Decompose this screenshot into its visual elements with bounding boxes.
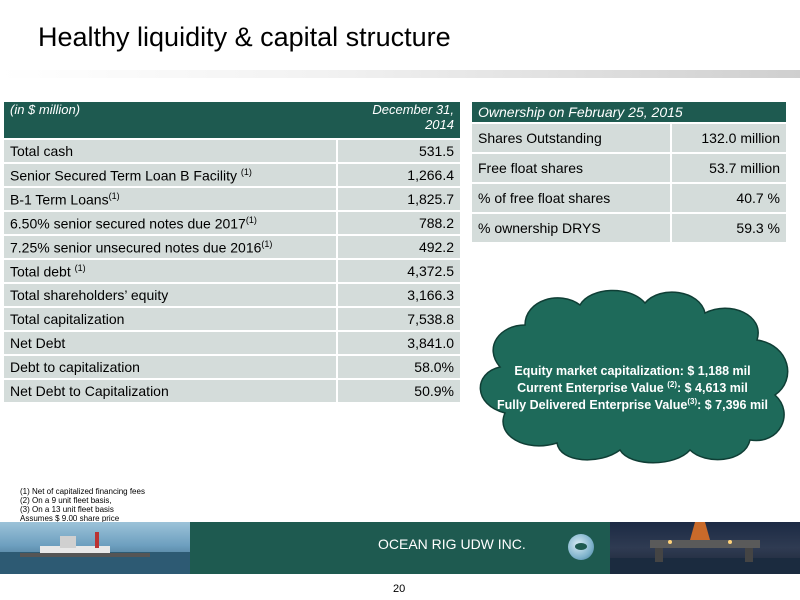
title-divider	[0, 70, 800, 78]
ownership-header-row: Ownership on February 25, 2015	[472, 102, 786, 122]
table-row: 6.50% senior secured notes due 2017(1) 78…	[4, 212, 460, 234]
row-label: Total debt (1)	[4, 260, 338, 282]
row-label: 6.50% senior secured notes due 2017(1)	[4, 212, 338, 234]
row-value: 50.9%	[338, 380, 460, 402]
row-value: 4,372.5	[338, 260, 460, 282]
ownership-table: Ownership on February 25, 2015 Shares Ou…	[472, 100, 786, 244]
row-value: 531.5	[338, 140, 460, 162]
row-value: 3,841.0	[338, 332, 460, 354]
header-units: (in $ million)	[4, 102, 338, 138]
footnote: (3) On a 13 unit fleet basis	[20, 505, 114, 514]
row-label: Senior Secured Term Loan B Facility (1)	[4, 164, 338, 186]
table-row: Senior Secured Term Loan B Facility (1) 1…	[4, 164, 460, 186]
ownership-label: % of free float shares	[472, 184, 672, 212]
company-name: OCEAN RIG UDW INC.	[378, 536, 526, 552]
footnotes: (1) Net of capitalized financing fees (2…	[20, 487, 145, 523]
equity-market-cap: Equity market capitalization: $ 1,188 mi…	[514, 364, 751, 378]
row-value: 1,266.4	[338, 164, 460, 186]
row-label: Net Debt	[4, 332, 338, 354]
row-value: 1,825.7	[338, 188, 460, 210]
ownership-value: 59.3 %	[672, 214, 786, 242]
current-ev: Current Enterprise Value (2): $ 4,613 mi…	[517, 380, 748, 396]
ownership-row: Shares Outstanding 132.0 million	[472, 124, 786, 152]
row-label: Total shareholders’ equity	[4, 284, 338, 306]
ownership-label: Free float shares	[472, 154, 672, 182]
row-value: 492.2	[338, 236, 460, 258]
row-label: 7.25% senior unsecured notes due 2016(1)	[4, 236, 338, 258]
footnote: Assumes $ 9.00 share price	[20, 514, 120, 523]
table-row: Net Debt to Capitalization 50.9%	[4, 380, 460, 402]
row-value: 3,166.3	[338, 284, 460, 306]
ownership-value: 40.7 %	[672, 184, 786, 212]
fully-delivered-ev: Fully Delivered Enterprise Value(3): $ 7…	[496, 397, 768, 413]
table-row: B-1 Term Loans(1) 1,825.7	[4, 188, 460, 210]
table-row: Total capitalization 7,538.8	[4, 308, 460, 330]
footnote: (1) Net of capitalized financing fees	[20, 487, 145, 496]
ownership-label: Shares Outstanding	[472, 124, 672, 152]
company-logo-icon	[568, 534, 594, 560]
table-row: Total shareholders’ equity 3,166.3	[4, 284, 460, 306]
table-header-row: (in $ million) December 31, 2014	[4, 102, 460, 138]
ownership-row: Free float shares 53.7 million	[472, 154, 786, 182]
table-row: Total cash 531.5	[4, 140, 460, 162]
cloud-callout	[479, 289, 789, 464]
row-value: 7,538.8	[338, 308, 460, 330]
footnote: (2) On a 9 unit fleet basis,	[20, 496, 112, 505]
table-row: Debt to capitalization 58.0%	[4, 356, 460, 378]
ownership-label: % ownership DRYS	[472, 214, 672, 242]
row-label: Debt to capitalization	[4, 356, 338, 378]
ownership-row: % of free float shares 40.7 %	[472, 184, 786, 212]
table-row: 7.25% senior unsecured notes due 2016(1)…	[4, 236, 460, 258]
capital-structure-table: (in $ million) December 31, 2014 Total c…	[4, 100, 460, 404]
ownership-row: % ownership DRYS 59.3 %	[472, 214, 786, 242]
ownership-value: 53.7 million	[672, 154, 786, 182]
row-value: 58.0%	[338, 356, 460, 378]
ownership-header: Ownership on February 25, 2015	[472, 102, 786, 122]
row-label: Total cash	[4, 140, 338, 162]
row-value: 788.2	[338, 212, 460, 234]
slide-title: Healthy liquidity & capital structure	[38, 22, 451, 52]
ship-photo	[0, 522, 190, 574]
table-row: Total debt (1) 4,372.5	[4, 260, 460, 282]
cloud-text: Equity market capitalization: $ 1,188 mi…	[465, 364, 800, 412]
ownership-value: 132.0 million	[672, 124, 786, 152]
rig-photo	[610, 522, 800, 574]
header-date: December 31, 2014	[338, 102, 460, 138]
table-row: Net Debt 3,841.0	[4, 332, 460, 354]
row-label: Net Debt to Capitalization	[4, 380, 338, 402]
row-label: B-1 Term Loans(1)	[4, 188, 338, 210]
row-label: Total capitalization	[4, 308, 338, 330]
page-number: 20	[393, 583, 406, 595]
